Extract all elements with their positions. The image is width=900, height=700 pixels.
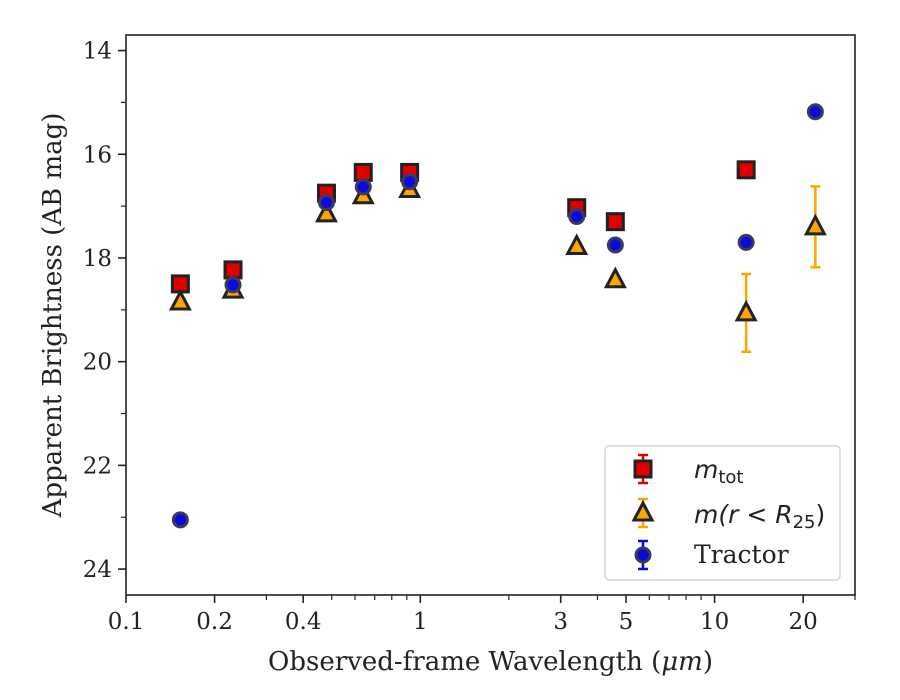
point-mr25-2 [314,200,338,223]
plot-frame [125,34,856,596]
x-axis-title: Observed-frame Wavelength (μm) [268,647,713,677]
legend-box [604,445,841,581]
legend-label-mtot: mtot [694,455,744,488]
point-mtot-6 [605,212,625,232]
point-tractor-7 [737,233,755,251]
point-tractor-3 [354,178,372,196]
legend-marker-mtot [633,453,653,485]
point-tractor-4 [401,173,419,191]
point-mr25-0 [168,288,192,311]
legend-label-tractor: Tractor [694,540,789,569]
legend-symbol-mtot [633,459,653,479]
x-tick-label-5: 5 [619,609,634,635]
x-tick-label-7: 20 [789,609,818,635]
x-tick-label-1: 0.2 [196,609,233,635]
point-tractor-6 [606,236,624,254]
point-tractor-0 [171,511,189,529]
point-tractor-1 [224,276,242,294]
y-tick-label-2: 18 [83,246,112,272]
point-mtot-7 [736,160,756,180]
legend-symbol-tractor [634,546,652,564]
ticks: 0.1 0.2 0.4 1 3 5 10 20 14 16 18 20 22 24 [83,39,856,635]
point-mr25-8 [803,213,827,236]
y-tick-label-5: 24 [83,557,112,583]
legend-label-m-r25: m(r < R25) [694,500,825,533]
point-tractor-2 [317,193,335,211]
legend-marker-tractor [634,539,652,571]
x-tick-label-6: 10 [700,609,729,635]
x-tick-label-4: 3 [553,609,568,635]
y-axis-title: Apparent Brightness (AB mag) [38,113,68,519]
point-mr25-7 [734,299,758,322]
y-tick-label-4: 22 [83,453,112,479]
x-tick-label-3: 1 [413,609,428,635]
point-tractor-5 [568,207,586,225]
data-markers [168,103,827,529]
x-tick-label-2: 0.4 [285,609,322,635]
point-tractor-8 [806,103,824,121]
legend-markers [631,453,655,571]
y-tick-label-3: 20 [83,350,112,376]
y-tick-label-0: 14 [83,39,112,65]
legend: mtot m(r < R25) Tractor [604,445,841,581]
x-tick-label-0: 0.1 [108,609,145,635]
y-tick-label-1: 16 [83,142,112,168]
legend-marker-mr25 [631,497,655,529]
point-mr25-6 [603,266,627,289]
point-mtot-3 [353,162,373,182]
point-mtot-1 [223,260,243,280]
legend-symbol-mr25 [631,499,655,522]
point-mr25-5 [565,233,589,256]
